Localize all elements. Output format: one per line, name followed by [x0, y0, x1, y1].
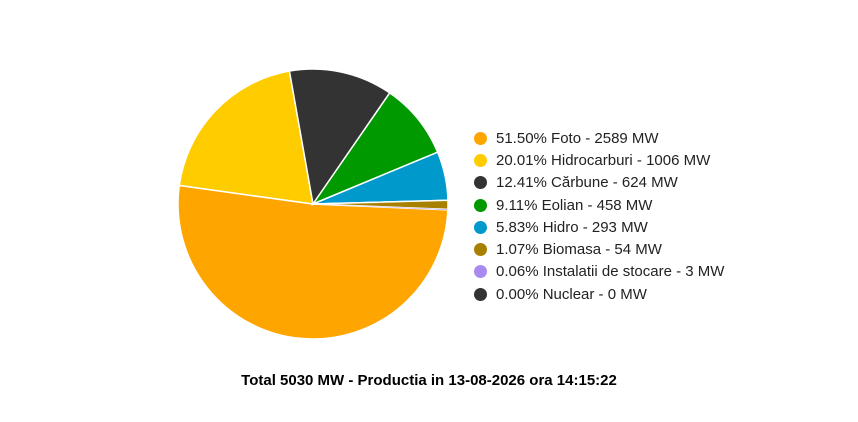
- legend-swatch: [474, 265, 487, 279]
- pie-slices: [177, 68, 449, 340]
- legend-item-biomasa: 1.07% Biomasa - 54 MW: [474, 238, 724, 260]
- legend-item-hidrocarburi: 20.01% Hidrocarburi - 1006 MW: [474, 149, 724, 171]
- legend-item-instalatii-de-stocare: 0.06% Instalatii de stocare - 3 MW: [474, 261, 724, 283]
- legend-item-eolian: 9.11% Eolian - 458 MW: [474, 194, 724, 216]
- pie-slice-instalatii-de-stocare: [313, 204, 448, 210]
- legend-label: 5.83% Hidro - 293 MW: [496, 218, 648, 236]
- legend-swatch: [474, 287, 487, 301]
- chart-legend: 51.50% Foto - 2589 MW 20.01% Hidrocarburi…: [474, 127, 724, 305]
- legend-label: 12.41% Cărbune - 624 MW: [496, 174, 678, 192]
- legend-label: 51.50% Foto - 2589 MW: [496, 129, 659, 147]
- legend-swatch: [474, 176, 487, 190]
- legend-label: 0.00% Nuclear - 0 MW: [496, 285, 647, 303]
- legend-item-hidro: 5.83% Hidro - 293 MW: [474, 216, 724, 238]
- legend-item-foto: 51.50% Foto - 2589 MW: [474, 127, 724, 149]
- pie-slice-carbune: [288, 68, 391, 206]
- legend-swatch: [474, 153, 487, 167]
- legend-label: 1.07% Biomasa - 54 MW: [496, 241, 662, 259]
- legend-item-carbune: 12.41% Cărbune - 624 MW: [474, 172, 724, 194]
- legend-swatch: [474, 131, 487, 145]
- legend-label: 0.06% Instalatii de stocare - 3 MW: [496, 263, 725, 281]
- pie-slice-foto: [177, 184, 449, 340]
- legend-swatch: [474, 243, 487, 257]
- legend-swatch: [474, 198, 487, 212]
- pie-slice-biomasa: [312, 199, 449, 211]
- legend-item-nuclear: 0.00% Nuclear - 0 MW: [474, 283, 724, 305]
- pie-slice-hidrocarburi: [178, 70, 314, 205]
- legend-swatch: [474, 220, 487, 234]
- legend-label: 9.11% Eolian - 458 MW: [496, 196, 653, 214]
- legend-label: 20.01% Hidrocarburi - 1006 MW: [496, 151, 711, 169]
- chart-title: Total 5030 MW - Productia in 13-08-2026 …: [241, 372, 617, 389]
